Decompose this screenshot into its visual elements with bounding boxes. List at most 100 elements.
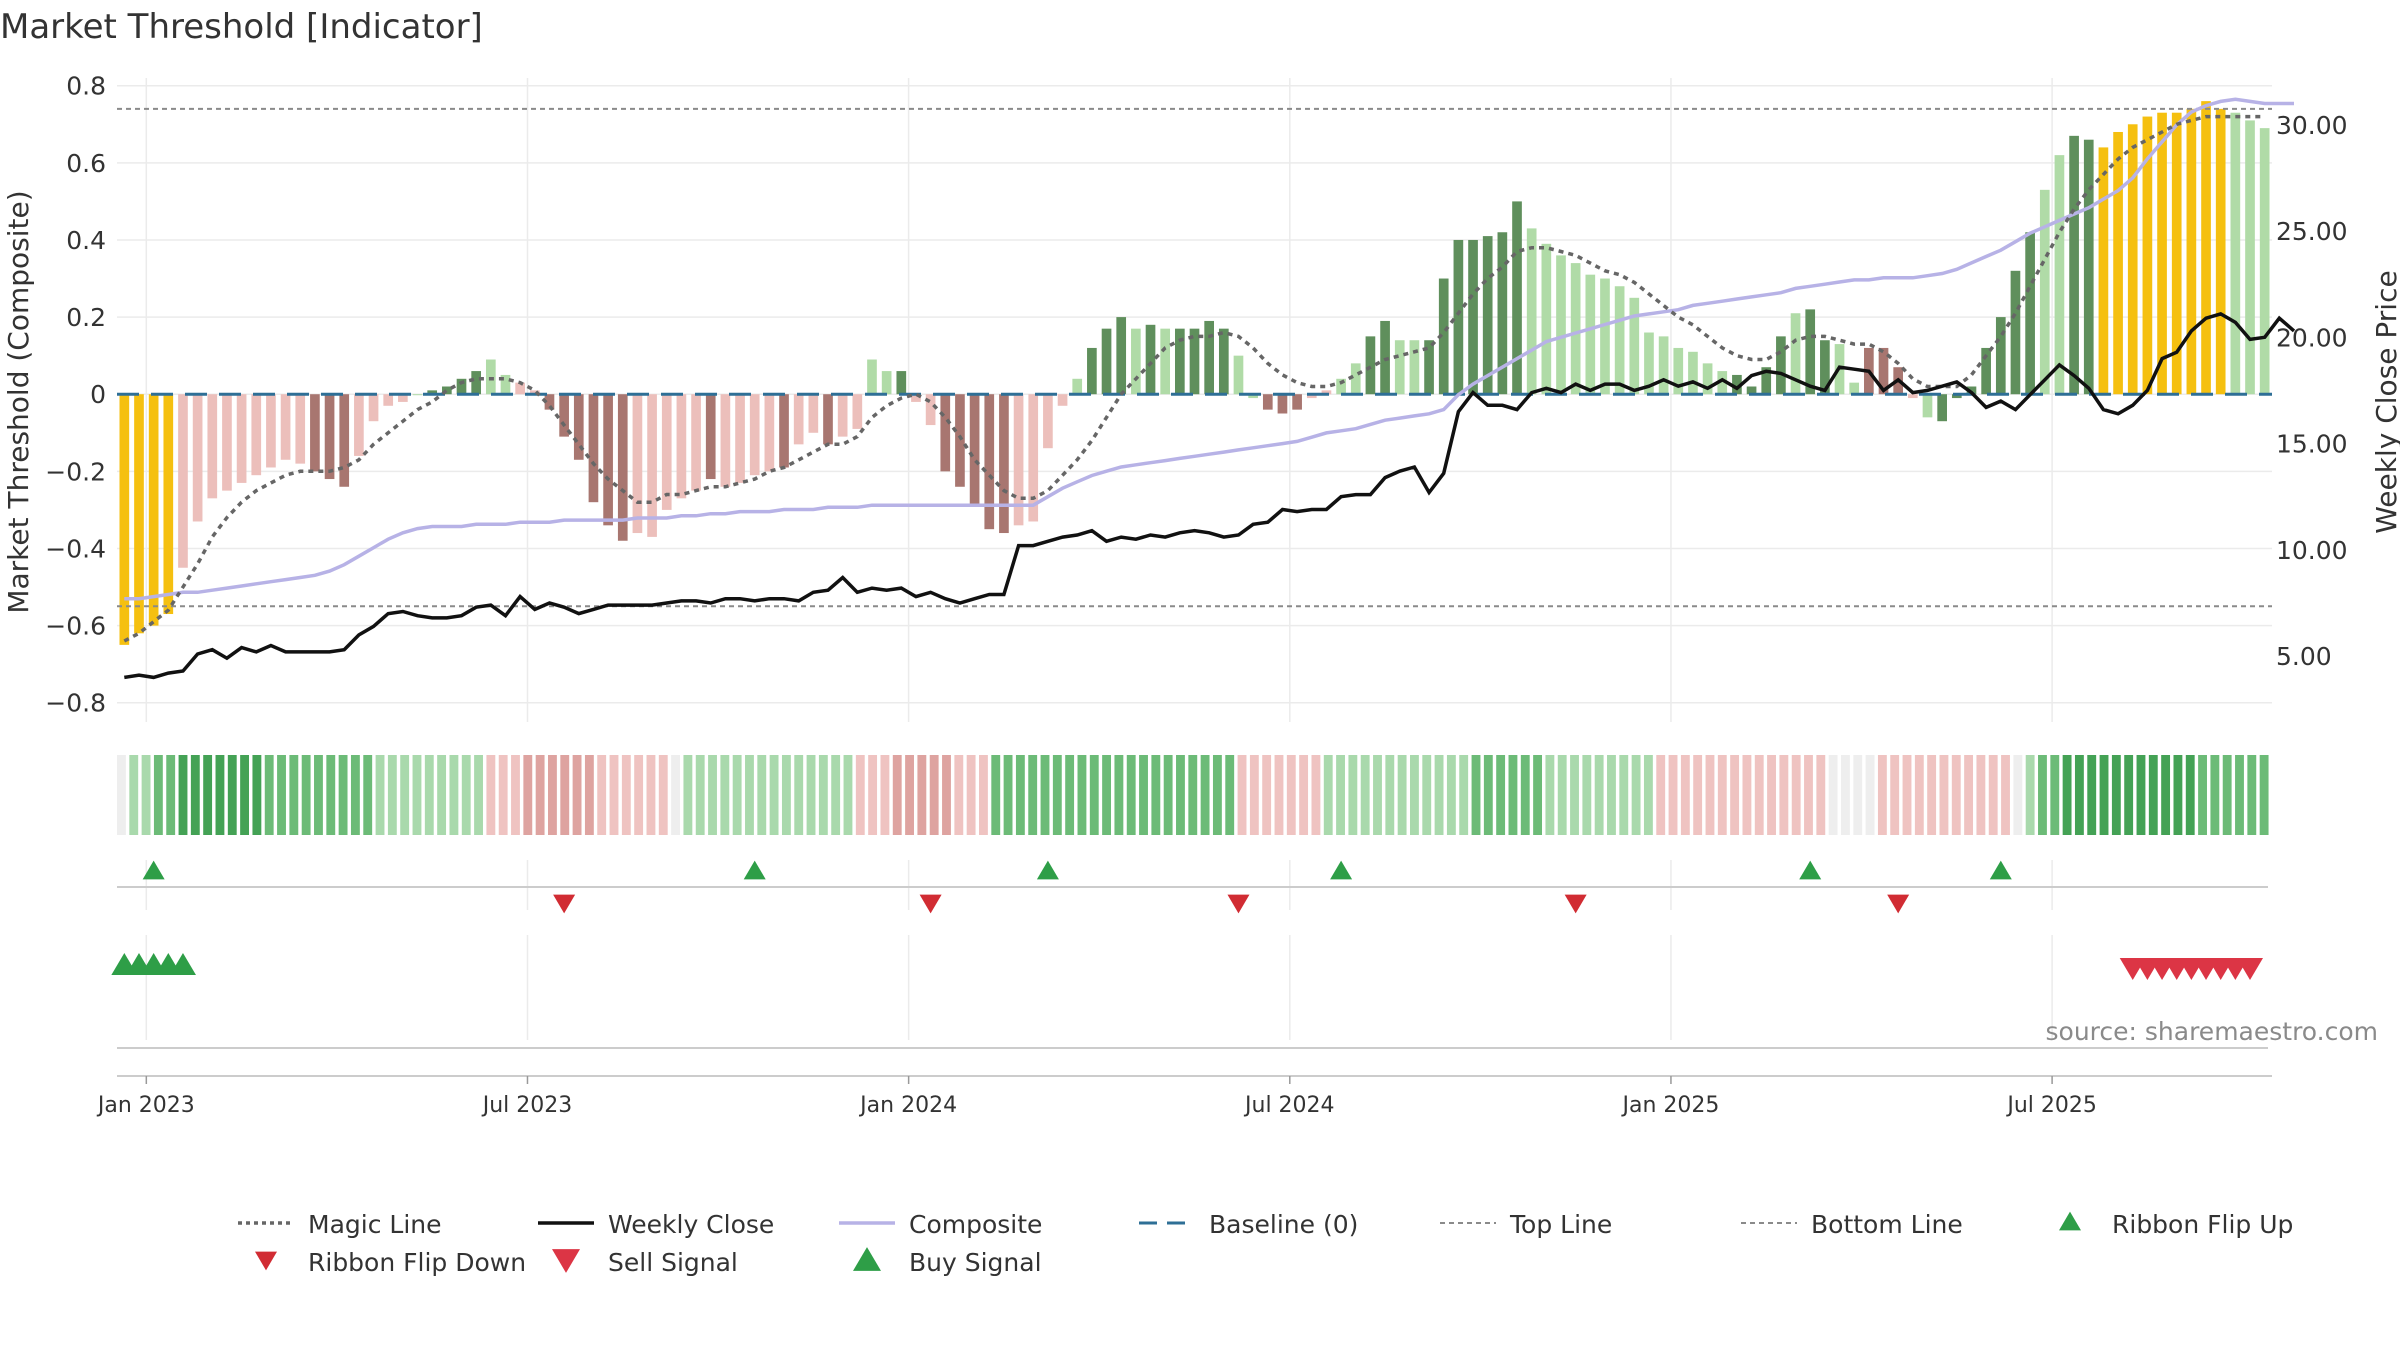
composite-bar [163, 394, 174, 615]
ribbon-cell [966, 755, 976, 835]
composite-bar [2039, 189, 2050, 395]
composite-bar [808, 394, 819, 433]
composite-bar [1907, 394, 1918, 399]
composite-bar [1600, 278, 1610, 395]
composite-bar [852, 394, 863, 429]
composite-bar [2025, 232, 2035, 395]
x-tick-label: Jan 2023 [96, 1093, 195, 1118]
x-tick-label: Jul 2024 [1243, 1093, 1335, 1118]
composite-bar [1292, 394, 1302, 410]
ribbon-cell [905, 755, 914, 835]
ribbon-cell [979, 755, 988, 835]
x-tick-label: Jan 2024 [858, 1093, 957, 1118]
composite-bar [823, 394, 833, 445]
ribbon-cell [1065, 755, 1075, 835]
ribbon-cell [314, 755, 323, 835]
composite-bar [779, 394, 789, 468]
ribbon-cell [486, 755, 496, 835]
ribbon-cell [400, 755, 410, 835]
composite-bar [2186, 108, 2197, 395]
ribbon-cell [2210, 755, 2220, 835]
y-tick-left: −0.6 [45, 612, 106, 641]
x-tick-label: Jan 2025 [1620, 1093, 1719, 1118]
composite-bar [2157, 112, 2167, 395]
composite-bar [1497, 232, 1508, 395]
ribbon-cell [769, 755, 779, 835]
ribbon-cell [634, 755, 644, 835]
ribbon-cell [1225, 755, 1235, 835]
ribbon-cell [584, 755, 594, 835]
composite-bar [1966, 386, 1977, 395]
ribbon-cell [794, 755, 804, 835]
ribbon-cell [498, 755, 508, 835]
ribbon-cell [1927, 755, 1937, 835]
legend-label: Composite [909, 1210, 1042, 1239]
composite-bar [2113, 131, 2123, 395]
composite-bar [2010, 270, 2021, 395]
y-tick-right: 15.00 [2276, 430, 2348, 459]
ribbon-cell [1311, 755, 1321, 835]
ribbon-cell [1089, 755, 1099, 835]
legend-label: Top Line [1509, 1210, 1612, 1239]
composite-bar [544, 394, 555, 410]
ribbon-flip-up-marker [1330, 860, 1353, 880]
y-tick-left: 0.6 [66, 149, 106, 178]
composite-bar [1614, 286, 1625, 395]
composite-bar [339, 394, 350, 487]
x-tick-label: Jul 2025 [2005, 1093, 2097, 1118]
legend-label: Baseline (0) [1209, 1210, 1358, 1239]
ribbon-cell [1385, 755, 1395, 835]
ribbon-cell [1446, 755, 1456, 835]
composite-bar [2069, 135, 2079, 395]
composite-bar [647, 394, 657, 537]
composite-bar [1878, 347, 1889, 395]
ribbon-cell [1410, 755, 1419, 835]
ribbon-cell [2222, 755, 2232, 835]
composite-bar [222, 394, 232, 491]
ribbon-cell [597, 755, 607, 835]
composite-bar [867, 359, 877, 395]
ribbon-cell [1705, 755, 1715, 835]
legend-label: Buy Signal [909, 1248, 1042, 1277]
ribbon-flip-down-marker [1887, 894, 1910, 914]
y-tick-left: −0.8 [45, 689, 106, 718]
ribbon-cell [412, 755, 422, 835]
series-lines [123, 97, 2296, 680]
composite-bar [2098, 147, 2109, 395]
composite-bar [705, 394, 716, 480]
composite-bar [1160, 328, 1171, 395]
ribbon-cell [289, 755, 299, 835]
ribbon-cell [1496, 755, 1506, 835]
composite-bar [2230, 112, 2241, 395]
composite-bar [178, 394, 188, 568]
composite-bar [1732, 374, 1742, 395]
chart-title: Market Threshold [Indicator] [0, 7, 483, 47]
composite-bar [1717, 371, 1728, 395]
composite-bar [896, 371, 907, 395]
ribbon-cell [2259, 755, 2269, 835]
ribbon-cell [1607, 755, 1616, 835]
ribbon-cell [1914, 755, 1924, 835]
ribbon-cell [1680, 755, 1690, 835]
ribbon-cell [1139, 755, 1148, 835]
ribbon-cell [1299, 755, 1309, 835]
ribbon-cell [2235, 755, 2244, 835]
composite-bar [559, 394, 569, 437]
y-tick-left: 0 [90, 380, 106, 409]
ribbon-cell [2025, 755, 2035, 835]
ribbon-cell [1828, 755, 1838, 835]
ribbon-cell [2124, 755, 2134, 835]
ribbon-cell [1102, 755, 1112, 835]
ribbon-cell [1348, 755, 1358, 835]
composite-bar [1350, 363, 1361, 395]
composite-bar [1790, 313, 1801, 395]
ribbon-cell [1717, 755, 1727, 835]
composite-bar [1306, 394, 1317, 399]
composite-bar [280, 394, 291, 460]
composite-bar [603, 394, 613, 526]
ribbon-cell [2087, 755, 2097, 835]
ribbon-cell [387, 755, 397, 835]
composite-bar [1087, 347, 1097, 395]
composite-bar [1644, 332, 1654, 395]
ribbon-cell [1693, 755, 1703, 835]
